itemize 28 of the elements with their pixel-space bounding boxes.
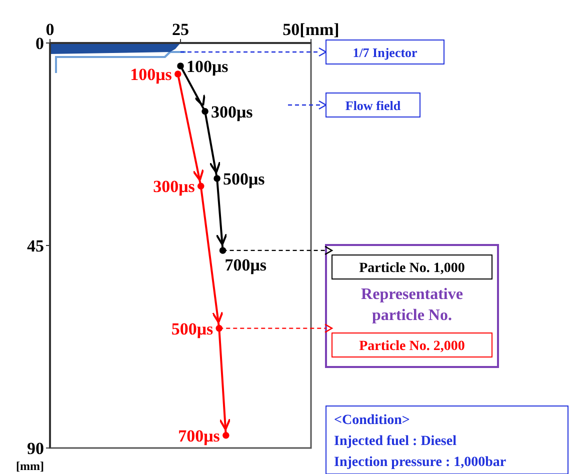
y-tick-label: 90 (27, 439, 44, 458)
annotation: 100μs (186, 56, 229, 76)
text: Injection pressure : 1,000bar (334, 455, 506, 470)
text: Flow field (345, 98, 402, 113)
point (222, 432, 230, 439)
y-axis-title: [mm] (16, 459, 44, 473)
text: Particle No. 1,000 (359, 261, 465, 276)
x-tick-label: 50[mm] (282, 20, 340, 39)
annotation: 300μs (211, 102, 254, 122)
annotation: 500μs (223, 169, 266, 188)
point (202, 108, 208, 115)
legend-title: Representative particle No. (361, 286, 463, 324)
point (197, 182, 204, 190)
annotation: 500μs (171, 319, 214, 338)
point (174, 70, 182, 78)
y-tick-label: 0 (36, 34, 44, 53)
point (214, 175, 220, 182)
point (177, 62, 184, 70)
x-tick-label: 25 (172, 20, 189, 39)
text: 1/7 Injector (352, 45, 418, 60)
text: Particle No. 2,000 (359, 339, 465, 354)
annotation: 700μs (178, 426, 220, 446)
annotation: 700μs (224, 255, 267, 274)
text: <Condition> (334, 413, 410, 428)
annotation: 300μs (153, 177, 196, 196)
text: Injected fuel : Diesel (334, 434, 457, 449)
y-tick-label: 45 (27, 236, 44, 256)
annotation: 100μs (130, 65, 172, 84)
